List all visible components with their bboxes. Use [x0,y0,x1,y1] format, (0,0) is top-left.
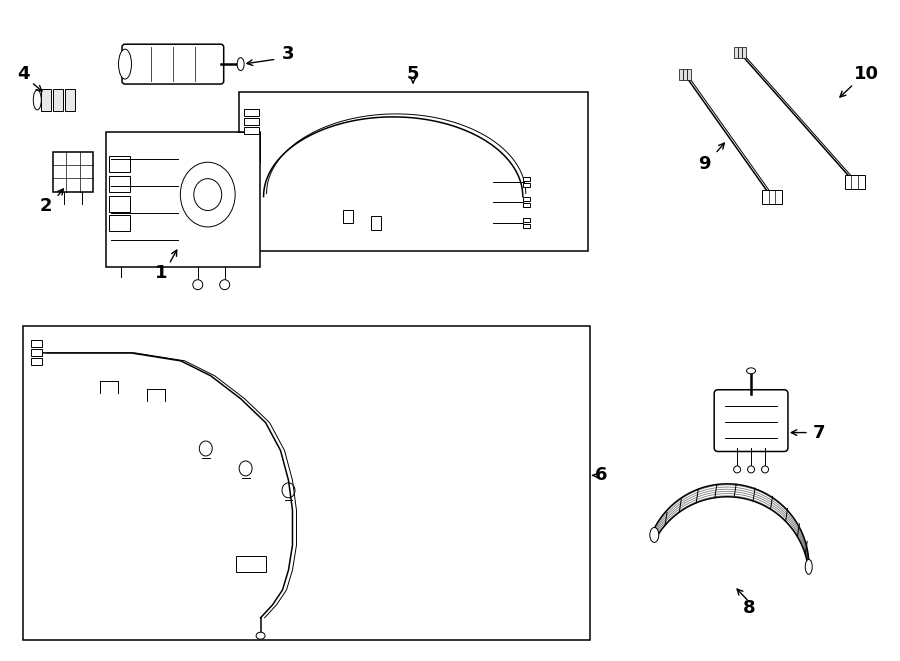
Bar [734,47,738,58]
Bar [371,217,382,231]
Bar [236,556,266,572]
Ellipse shape [238,58,244,71]
Bar [32,349,42,356]
Text: 6: 6 [595,467,608,485]
Bar [343,210,354,223]
Bar [109,215,130,231]
Bar [523,225,530,229]
FancyBboxPatch shape [715,390,788,451]
Bar [32,340,42,347]
Text: 8: 8 [742,599,755,617]
Bar [523,219,530,223]
FancyBboxPatch shape [122,44,224,84]
Text: 3: 3 [283,45,294,63]
Bar [523,202,530,206]
Bar [109,176,130,192]
Ellipse shape [748,466,754,473]
Text: 1: 1 [155,264,167,282]
Bar [742,47,745,58]
Ellipse shape [650,527,659,543]
Ellipse shape [806,559,812,574]
Bar [109,196,130,212]
Ellipse shape [220,280,230,290]
Bar [244,109,258,116]
Bar [244,127,258,134]
Ellipse shape [119,49,131,79]
Ellipse shape [256,632,266,639]
Text: 10: 10 [854,65,879,83]
Bar [23,326,590,640]
Bar [53,152,93,192]
Text: 4: 4 [17,65,30,83]
Bar [762,190,782,204]
Ellipse shape [734,466,741,473]
Ellipse shape [193,280,202,290]
Bar [688,69,691,79]
Ellipse shape [33,90,41,110]
Text: 7: 7 [813,424,825,442]
Text: 2: 2 [40,196,52,215]
Bar [41,89,51,111]
Bar [244,118,258,125]
Bar [32,358,42,365]
Bar [523,196,530,200]
Ellipse shape [747,368,756,374]
Bar [683,69,687,79]
Bar [738,47,742,58]
Bar [53,89,63,111]
Bar [105,132,260,267]
Bar [65,89,76,111]
Ellipse shape [761,466,769,473]
Bar [238,92,588,251]
Bar [523,176,530,180]
Bar [845,175,865,188]
Bar [680,69,683,79]
Bar [523,182,530,186]
Text: 5: 5 [407,65,419,83]
Bar [109,156,130,172]
Text: 9: 9 [698,155,710,173]
